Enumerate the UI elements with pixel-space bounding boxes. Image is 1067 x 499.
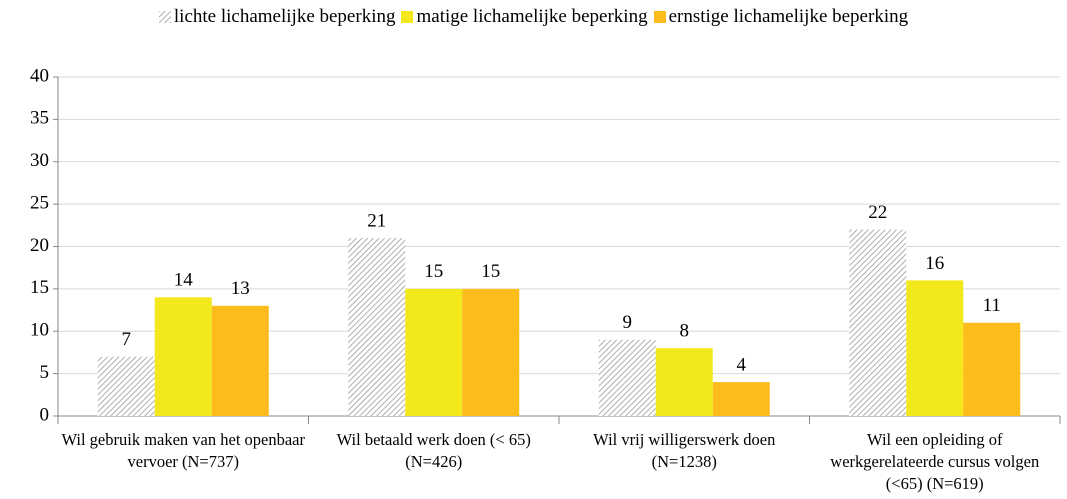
bar xyxy=(462,288,520,416)
y-tick-label: 10 xyxy=(30,320,49,341)
legend-label: ernstige lichamelijke beperking xyxy=(668,6,909,27)
x-tick-label: Wil betaald werk doen (< 65) (N=426) xyxy=(336,430,531,471)
data-label: 8 xyxy=(680,321,690,342)
y-tick-label: 25 xyxy=(30,192,49,213)
legend-swatch-fill xyxy=(158,11,171,23)
bar xyxy=(348,238,406,416)
legend-label: lichte lichamelijke beperking xyxy=(173,6,396,27)
legend-swatch xyxy=(158,11,171,23)
bar xyxy=(906,280,964,416)
data-label: 13 xyxy=(231,278,250,299)
data-label: 14 xyxy=(174,270,194,291)
bar xyxy=(97,356,155,416)
legend: lichte lichamelijke beperking matige lich… xyxy=(0,6,1067,28)
data-label: 16 xyxy=(925,253,944,274)
bar xyxy=(963,322,1021,416)
bar xyxy=(211,305,269,416)
bar xyxy=(712,382,770,416)
data-label: 11 xyxy=(983,295,1001,316)
y-tick-label: 20 xyxy=(30,235,49,256)
legend-swatch xyxy=(653,11,666,23)
bar xyxy=(849,229,907,416)
bar xyxy=(655,348,713,416)
legend-item: ernstige lichamelijke beperking xyxy=(653,6,909,28)
legend-label: matige lichamelijke beperking xyxy=(416,6,648,27)
data-label: 9 xyxy=(623,312,633,333)
data-label: 21 xyxy=(367,210,386,231)
y-tick-label: 5 xyxy=(40,362,50,383)
legend-item: lichte lichamelijke beperking xyxy=(158,6,396,28)
legend-swatch xyxy=(401,11,414,23)
y-tick-label: 35 xyxy=(30,108,49,129)
y-tick-label: 30 xyxy=(30,150,49,171)
bar xyxy=(154,297,212,416)
y-tick-label: 40 xyxy=(30,65,49,86)
legend-item: matige lichamelijke beperking xyxy=(401,6,648,28)
data-label: 22 xyxy=(868,202,887,223)
data-label: 7 xyxy=(122,329,132,350)
legend-swatch-fill xyxy=(653,11,666,23)
x-tick-label: Wil vrij willigerswerk doen (N=1238) xyxy=(593,430,776,471)
data-label: 15 xyxy=(424,261,443,282)
y-tick-label: 0 xyxy=(40,404,50,425)
data-label: 15 xyxy=(481,261,500,282)
x-tick-label: Wil gebruik maken van het openbaar vervo… xyxy=(61,430,306,471)
bar xyxy=(598,339,656,416)
data-label: 4 xyxy=(737,354,747,375)
legend-swatch-fill xyxy=(401,11,414,23)
x-tick-label: Wil een opleiding of werkgerelateerde cu… xyxy=(830,430,1040,493)
bar xyxy=(405,288,463,416)
y-tick-label: 15 xyxy=(30,277,49,298)
